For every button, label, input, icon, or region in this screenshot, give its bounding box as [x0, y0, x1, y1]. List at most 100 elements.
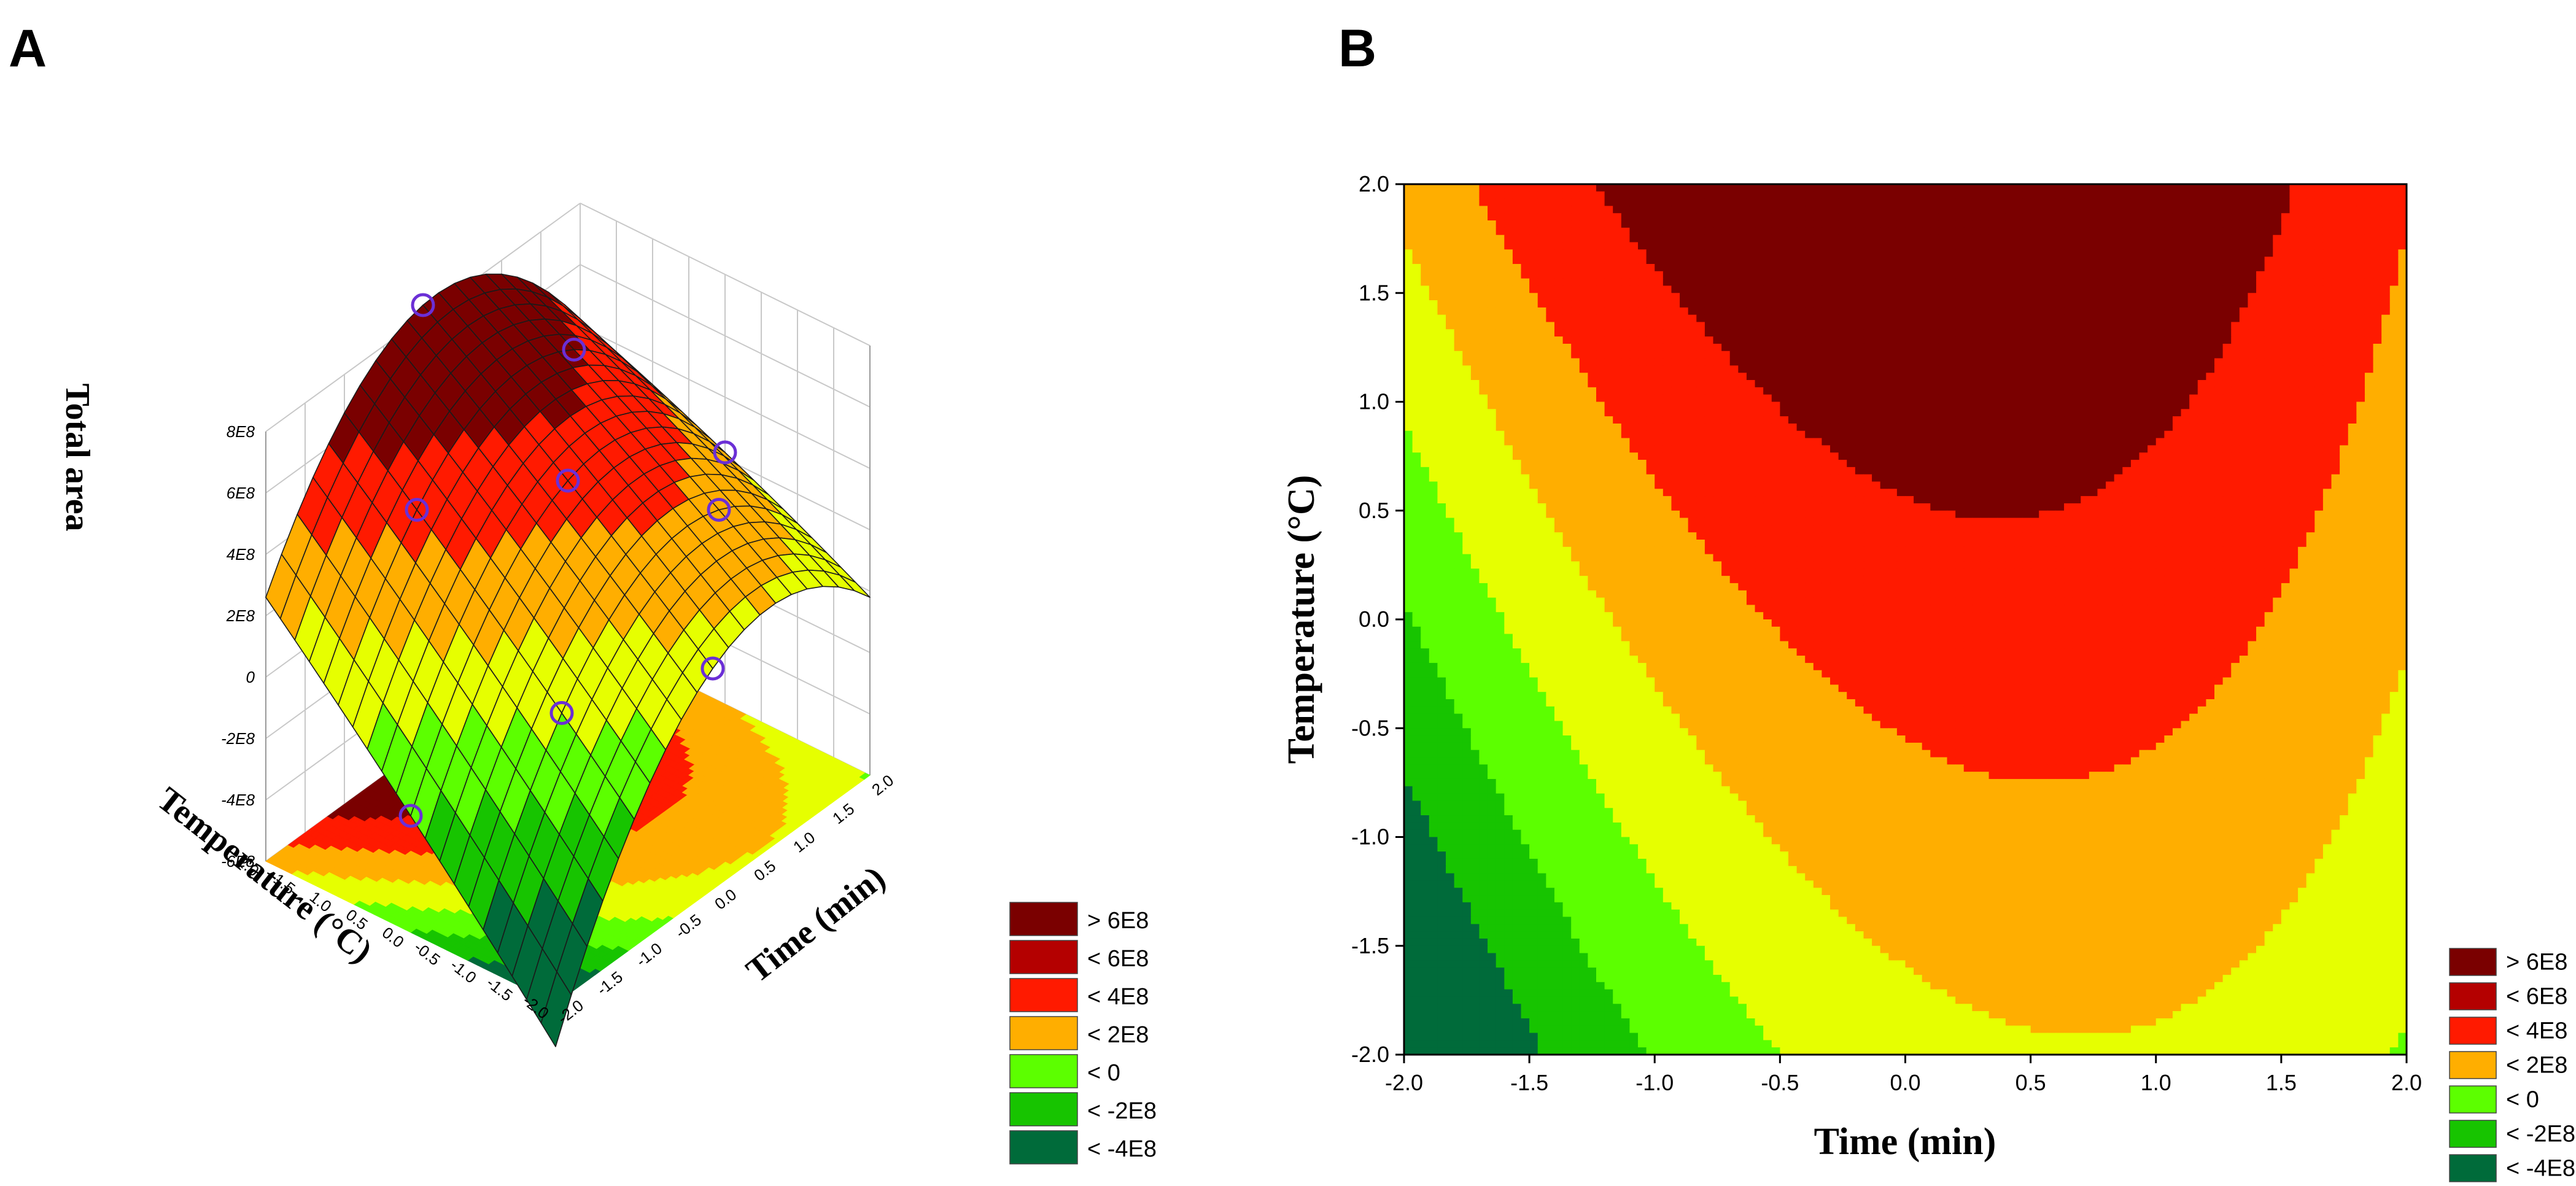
contour-cell: [1671, 242, 1680, 250]
contour-cell: [1696, 234, 1705, 243]
contour-cell: [2064, 234, 2073, 243]
contour-cell: [1680, 191, 1689, 200]
contour-cell: [1755, 234, 1764, 243]
contour-cell: [1488, 263, 1497, 272]
contour-cell: [1437, 234, 1446, 243]
contour-cell: [1437, 184, 1446, 192]
contour-plot: -2.0 -1.5 -1.0 -0.5 0.0 0.5 1.0 1.5 2.0-2.0-1.5-…: [1281, 171, 2575, 1182]
contour-cell: [2298, 191, 2307, 200]
contour-cell: [1512, 191, 1522, 200]
contour-cell: [1596, 249, 1605, 257]
contour-cell: [2256, 257, 2265, 265]
contour-cell: [1588, 249, 1597, 257]
contour-cell: [2231, 184, 2240, 192]
contour-cell: [2306, 249, 2315, 257]
contour-cell: [1562, 184, 1572, 192]
contour-cell: [1479, 206, 1488, 214]
contour-cell: [1496, 213, 1505, 221]
contour-cell: [1721, 206, 1731, 214]
contour-cell: [1696, 184, 1705, 192]
contour-cell: [1646, 206, 1655, 214]
contour-cell: [1412, 220, 1421, 228]
contour-cell: [1972, 257, 1981, 265]
contour-cell: [1746, 184, 1756, 192]
contour-cell: [1947, 242, 1956, 250]
contour-cell: [2373, 234, 2382, 243]
contour-cell: [1988, 242, 1998, 250]
contour-cell: [1437, 257, 1446, 265]
contour-cell: [1805, 249, 1814, 257]
contour-cell: [1562, 242, 1572, 250]
contour-cell: [1746, 227, 1756, 236]
contour-cell: [2072, 184, 2081, 192]
contour-cell: [1972, 191, 1981, 200]
contour-cell: [1914, 191, 1923, 200]
legend-swatch: [1009, 1130, 1078, 1165]
contour-cell: [2206, 191, 2215, 200]
contour-cell: [2264, 198, 2273, 207]
contour-cell: [1579, 257, 1588, 265]
z-tick-label: 2E8: [226, 607, 255, 625]
contour-cell: [1421, 242, 1430, 250]
contour-cell: [2231, 206, 2240, 214]
contour-cell: [1404, 184, 1413, 192]
contour-cell: [1546, 198, 1555, 207]
contour-cell: [2322, 198, 2332, 207]
contour-cell: [2239, 234, 2249, 243]
contour-cell: [1863, 242, 1872, 250]
contour-cell: [2364, 242, 2374, 250]
contour-cell: [1755, 263, 1764, 272]
contour-cell: [1454, 198, 1463, 207]
contour-cell: [2055, 184, 2065, 192]
contour-cell: [2381, 220, 2391, 228]
contour-cell: [1947, 220, 1956, 228]
contour-cell: [1613, 213, 1622, 221]
contour-cell: [1596, 257, 1605, 265]
contour-cell: [1704, 213, 1714, 221]
contour-cell: [2239, 213, 2249, 221]
contour-cell: [1546, 227, 1555, 236]
contour-cell: [1997, 198, 2006, 207]
contour-cell: [2264, 234, 2273, 243]
contour-cell: [1755, 198, 1764, 207]
contour-cell: [1479, 191, 1488, 200]
contour-cell: [1972, 249, 1981, 257]
contour-cell: [2114, 257, 2123, 265]
contour-cell: [2214, 206, 2224, 214]
contour-cell: [2114, 198, 2123, 207]
contour-cell: [1662, 249, 1672, 257]
contour-cell: [1863, 191, 1872, 200]
contour-cell: [1604, 206, 1613, 214]
contour-cell: [1905, 220, 1914, 228]
contour-cell: [1780, 213, 1789, 221]
contour-cell: [1596, 213, 1605, 221]
contour-cell: [1788, 220, 1798, 228]
contour-cell: [1454, 227, 1463, 236]
x-tick-label: 1.5: [829, 799, 858, 827]
contour-cell: [1588, 234, 1597, 243]
contour-cell: [1847, 249, 1856, 257]
contour-cell: [2164, 242, 2173, 250]
contour-cell: [1613, 206, 1622, 214]
contour-cell: [2139, 191, 2148, 200]
contour-cell: [1680, 220, 1689, 228]
contour-cell: [2055, 242, 2065, 250]
contour-cell: [1796, 234, 1806, 243]
contour-cell: [1896, 184, 1906, 192]
contour-cell: [1496, 234, 1505, 243]
contour-cell: [1655, 234, 1664, 243]
contour-cell: [2239, 198, 2249, 207]
contour-cell: [1662, 263, 1672, 272]
contour-cell: [1963, 257, 1973, 265]
contour-cell: [2373, 213, 2382, 221]
contour-cell: [1446, 184, 1455, 192]
contour-cell: [1847, 206, 1856, 214]
contour-cell: [2398, 198, 2407, 207]
contour-cell: [1863, 213, 1872, 221]
contour-cell: [2005, 206, 2015, 214]
contour-cell: [1529, 249, 1538, 257]
contour-cell: [1488, 184, 1497, 192]
contour-cell: [1470, 227, 1480, 236]
contour-cell: [1905, 234, 1914, 243]
contour-cell: [1504, 234, 1513, 243]
